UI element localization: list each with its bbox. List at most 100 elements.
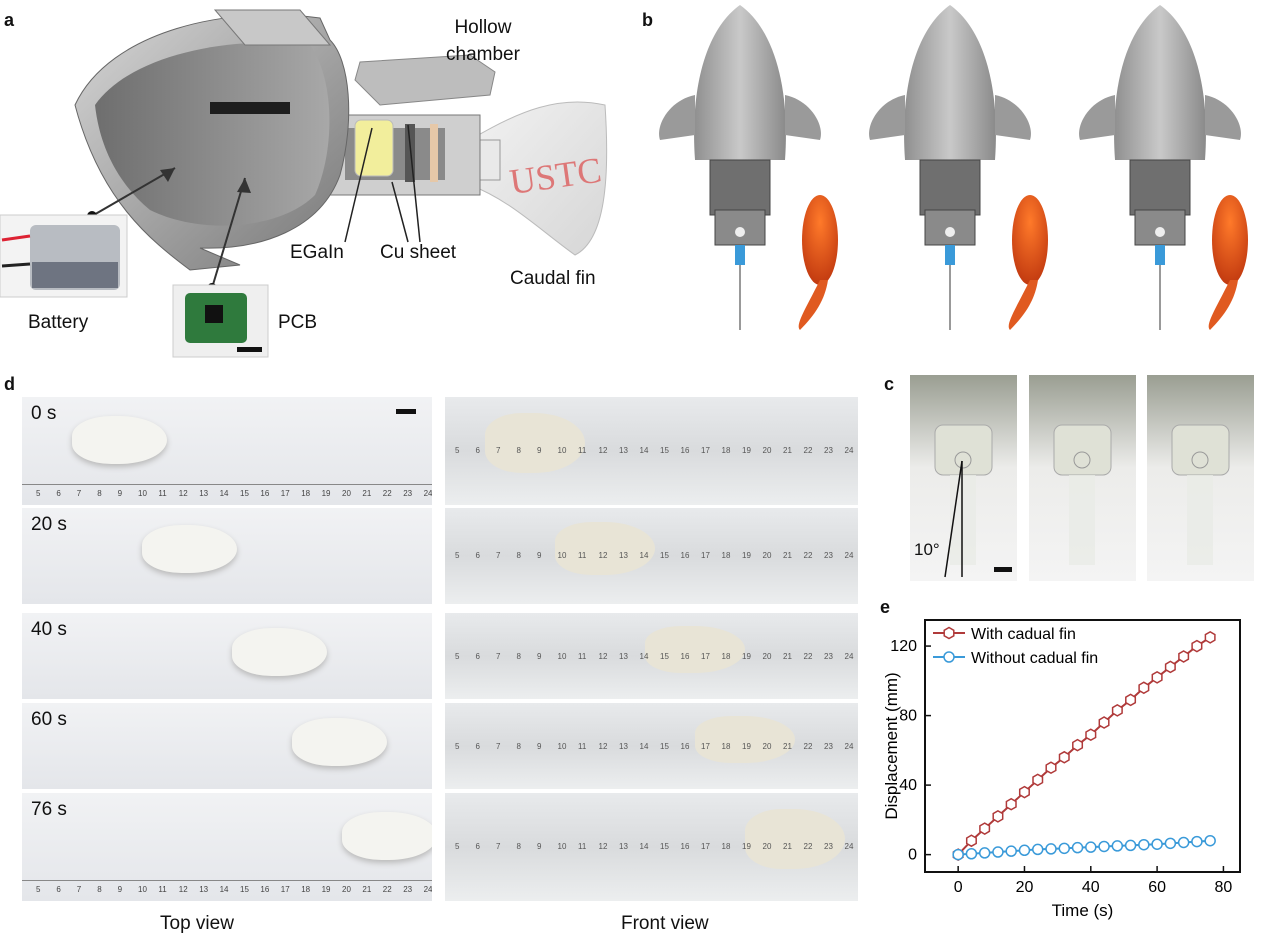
label-hollow-chamber: Hollow chamber: [446, 17, 520, 65]
time-label: 40 s: [31, 619, 67, 640]
ruler-tick-label: 20: [762, 741, 772, 751]
angle-label: 10°: [914, 540, 940, 559]
ruler-tick-label: 5: [36, 489, 41, 498]
ruler-tick-label: 15: [660, 741, 669, 751]
x-tick-label: 80: [1215, 879, 1233, 896]
ruler-tick-label: 23: [824, 445, 833, 455]
ruler-tick-label: 21: [362, 885, 372, 894]
data-point: [1138, 838, 1150, 851]
ruler-tick-label: 24: [423, 489, 432, 498]
robot-fish: [695, 715, 795, 764]
ruler-tick-label: 7: [496, 551, 501, 561]
panel-a-letter: a: [4, 10, 15, 30]
robot-fish: [485, 413, 585, 473]
data-point: [1072, 738, 1084, 752]
data-point: [1124, 839, 1137, 852]
label-pcb: PCB: [278, 312, 318, 333]
panel-c-letter: c: [884, 374, 895, 394]
panel-a-illustration: USTC: [0, 9, 608, 358]
y-axis-label: Displacement (mm): [882, 672, 901, 819]
ruler-tick-label: 15: [240, 489, 249, 498]
ruler-tick-label: 11: [158, 885, 167, 894]
robot-fish: [745, 809, 845, 869]
panel-d-letter: d: [4, 374, 15, 394]
data-point: [965, 834, 977, 848]
ruler-tick-label: 18: [721, 651, 731, 661]
ruler-tick-label: 14: [639, 841, 649, 851]
data-point: [1111, 840, 1124, 852]
ruler-tick-label: 15: [660, 841, 669, 851]
ruler-tick-label: 14: [219, 489, 229, 498]
ruler-tick-label: 18: [301, 489, 311, 498]
ruler-tick-label: 19: [742, 551, 751, 561]
ruler-tick-label: 9: [117, 885, 123, 894]
ruler-tick-label: 8: [97, 489, 102, 498]
top-view-strip: 76 s 5 6 7 8 9 10 11 12 13 14 15 16 17 18 19 20 21 22 23 24: [22, 793, 432, 901]
data-point: [1125, 693, 1137, 707]
ruler-tick-label: 7: [496, 841, 501, 851]
ruler-tick-label: 18: [721, 445, 731, 455]
displacement-chart: 0 20 40 60 80 0 40 80 120 Time (s) Displacement (m…: [882, 619, 1241, 920]
ruler-tick-label: 9: [537, 651, 542, 661]
panel-c-photos: [910, 375, 1255, 581]
ruler-tick-label: 21: [783, 741, 792, 751]
ruler: 5 6 7 8 9 10 11 12 13 14 15 16 17 18 19 20 21 22 23 24: [445, 742, 858, 754]
ruler-tick-label: 16: [680, 551, 690, 561]
ruler-tick-label: 21: [783, 445, 792, 455]
robot-fish: [292, 718, 387, 767]
ruler-tick-label: 15: [660, 551, 669, 561]
data-point: [1005, 797, 1017, 811]
x-tick-label: 60: [1148, 879, 1166, 896]
ruler-tick-label: 8: [516, 741, 521, 751]
ruler-tick-label: 9: [537, 551, 542, 561]
y-tick-label: 0: [908, 847, 917, 864]
ruler-tick-label: 23: [824, 551, 833, 561]
front-view-label: Front view: [621, 913, 709, 934]
ruler-tick-label: 23: [403, 489, 413, 498]
ruler-tick-label: 19: [742, 741, 751, 751]
label-battery: Battery: [28, 312, 89, 333]
data-point: [1138, 681, 1150, 695]
label-cu-sheet: Cu sheet: [380, 242, 457, 263]
ruler: 5 6 7 8 9 10 11 12 13 14 15 16 17 18 19 20 21 22 23 24: [445, 551, 858, 563]
ruler-tick-label: 20: [762, 651, 772, 661]
ruler-tick-label: 13: [619, 741, 628, 751]
ruler-tick-label: 8: [516, 651, 521, 661]
ruler-tick-label: 7: [76, 885, 82, 894]
ruler-tick-label: 16: [680, 841, 690, 851]
ruler-tick-label: 9: [537, 741, 542, 751]
ruler-tick-label: 16: [680, 651, 690, 661]
ruler-tick-label: 20: [342, 885, 351, 894]
ruler-tick-label: 9: [537, 841, 542, 851]
ruler: 5 6 7 8 9 10 11 12 13 14 15 16 17 18 19 20 21 22 23 24: [445, 842, 858, 854]
data-point: [1058, 842, 1071, 855]
label-egain: EGaIn: [290, 242, 344, 263]
x-tick-label: 0: [954, 879, 963, 896]
data-point: [978, 847, 991, 859]
time-label: 76 s: [31, 799, 67, 820]
ruler-tick-label: 10: [557, 741, 567, 751]
ruler-tick-label: 21: [783, 651, 792, 661]
robot-fish: [72, 416, 167, 465]
robot-fish: [342, 812, 432, 861]
ruler-tick-label: 19: [321, 489, 331, 498]
ruler-tick-label: 6: [475, 741, 480, 751]
ruler-tick-label: 7: [496, 651, 501, 661]
ruler-tick-label: 23: [824, 741, 833, 751]
ruler-tick-label: 16: [680, 445, 690, 455]
ruler-tick-label: 22: [803, 841, 813, 851]
ruler-tick-label: 11: [578, 741, 587, 751]
ruler-tick-label: 6: [56, 489, 61, 498]
ruler-tick-label: 13: [619, 551, 628, 561]
ruler-tick-label: 9: [117, 489, 123, 498]
ruler: 5 6 7 8 9 10 11 12 13 14 15 16 17 18 19 20 21 22 23 24: [445, 446, 858, 458]
ruler-tick-label: 14: [639, 551, 649, 561]
data-point: [1191, 639, 1203, 653]
scale-bar: [396, 409, 416, 414]
time-label: 0 s: [31, 403, 57, 424]
ruler-tick-label: 12: [178, 885, 188, 894]
ruler-tick-label: 13: [619, 445, 628, 455]
ruler-tick-label: 8: [97, 885, 102, 894]
robot-fish: [645, 625, 745, 674]
ruler-tick-label: 24: [844, 651, 854, 661]
